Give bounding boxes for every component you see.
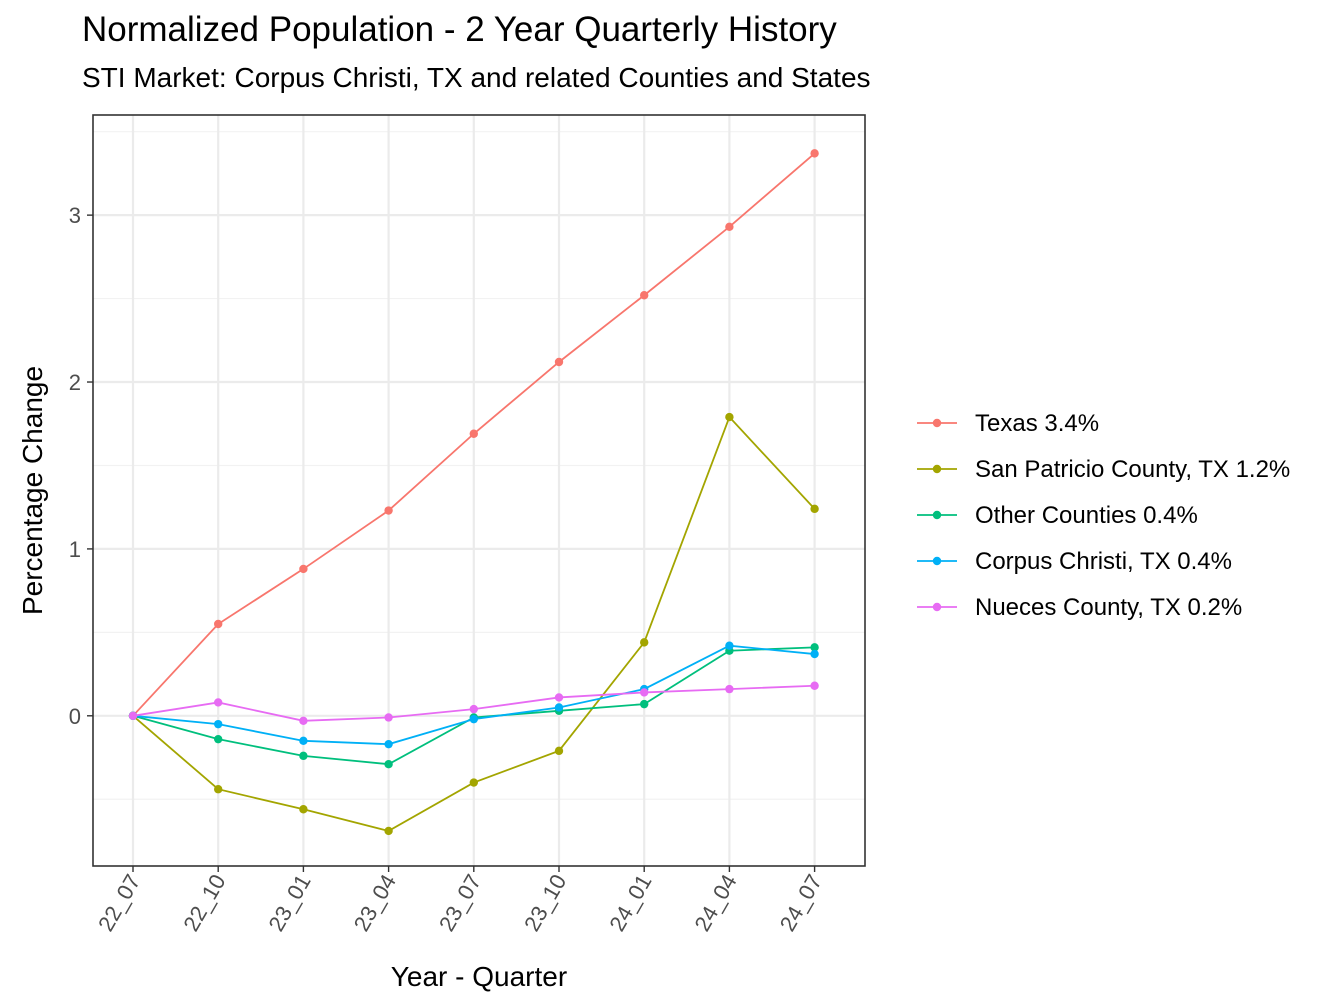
- legend-key-point: [932, 510, 942, 520]
- data-point: [214, 785, 223, 794]
- data-point: [299, 564, 308, 574]
- legend-label: Nueces County, TX 0.2%: [975, 594, 1242, 621]
- legend-key-point: [932, 418, 942, 428]
- x-tick-label: 24_01: [604, 870, 656, 935]
- legend-key-point: [932, 602, 942, 612]
- data-point: [810, 649, 819, 659]
- legend-item: Corpus Christi, TX 0.4%: [917, 548, 1232, 575]
- data-point: [299, 805, 308, 814]
- data-point: [469, 429, 478, 438]
- data-point: [554, 746, 564, 756]
- data-point: [299, 751, 308, 761]
- y-tick-label: 3: [69, 203, 81, 228]
- data-point: [384, 826, 393, 836]
- plot-panel-border: [92, 114, 866, 867]
- data-point: [384, 739, 393, 749]
- data-point: [640, 638, 649, 647]
- data-point: [554, 703, 564, 712]
- x-tick-label: 23_10: [519, 870, 571, 935]
- data-point: [384, 759, 393, 769]
- y-tick-label: 1: [69, 537, 81, 562]
- data-point: [554, 693, 564, 702]
- legend-item: San Patricio County, TX 1.2%: [917, 456, 1290, 483]
- y-tick-label: 0: [69, 704, 81, 729]
- minor-gridlines: [93, 131, 865, 800]
- data-point: [640, 688, 649, 697]
- data-point: [469, 704, 478, 714]
- x-tick-label: 24_04: [689, 870, 741, 935]
- legend-label: Corpus Christi, TX 0.4%: [975, 548, 1232, 575]
- legend-item: Other Counties 0.4%: [917, 502, 1198, 529]
- data-point: [810, 681, 819, 690]
- data-point: [384, 506, 393, 515]
- y-axis-title: Percentage Change: [17, 366, 48, 615]
- series-4: [128, 681, 819, 726]
- legend-item: Nueces County, TX 0.2%: [917, 594, 1242, 621]
- x-axis-title: Year - Quarter: [391, 961, 567, 992]
- x-tick-label: 24_07: [775, 870, 827, 935]
- y-tick-label: 2: [69, 370, 81, 395]
- axis-ticks: [87, 214, 816, 872]
- legend-item: Texas 3.4%: [917, 410, 1099, 437]
- data-point: [299, 736, 308, 746]
- data-point: [810, 149, 819, 158]
- data-point: [554, 357, 564, 367]
- axis-tick-labels: 0 1 2 3 22_07 22_10 23_01 23_04 23_07 23_10 24_01 2…: [69, 203, 827, 935]
- data-point: [640, 699, 649, 709]
- chart-title: Normalized Population - 2 Year Quarterly…: [82, 10, 837, 49]
- x-tick-label: 23_04: [349, 870, 401, 935]
- data-point: [214, 719, 223, 729]
- legend-key-point: [932, 556, 942, 566]
- legend-label: Texas 3.4%: [975, 410, 1099, 437]
- x-tick-label: 23_07: [434, 870, 486, 935]
- data-point: [640, 291, 649, 300]
- data-point: [128, 711, 138, 720]
- legend-label: Other Counties 0.4%: [975, 502, 1198, 529]
- chart-subtitle: STI Market: Corpus Christi, TX and relat…: [82, 62, 871, 93]
- data-point: [725, 222, 734, 232]
- data-point: [214, 698, 223, 707]
- x-tick-label: 22_10: [178, 870, 230, 935]
- legend: Texas 3.4% San Patricio County, TX 1.2% Ot…: [917, 410, 1290, 621]
- data-point: [810, 504, 819, 514]
- data-point: [214, 619, 223, 629]
- data-point: [384, 713, 393, 722]
- x-tick-label: 22_07: [93, 870, 145, 935]
- major-gridlines: [93, 115, 865, 866]
- legend-label: San Patricio County, TX 1.2%: [975, 456, 1290, 483]
- data-point: [299, 716, 308, 726]
- data-point: [810, 643, 819, 652]
- data-point: [725, 641, 734, 650]
- data-point: [725, 684, 734, 694]
- data-point: [469, 778, 478, 787]
- series-lines: [128, 149, 819, 836]
- data-point: [725, 412, 734, 422]
- data-point: [469, 714, 478, 724]
- legend-key-point: [932, 464, 942, 474]
- data-point: [214, 734, 223, 744]
- x-tick-label: 23_01: [263, 870, 315, 935]
